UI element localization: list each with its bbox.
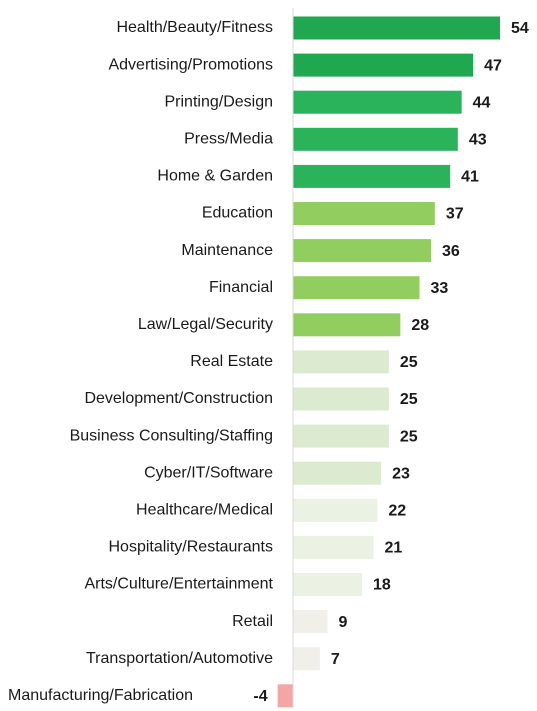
category-label: Arts/Culture/Entertainment — [84, 576, 273, 593]
value-label: 7 — [331, 651, 340, 668]
bar — [293, 276, 420, 300]
bar — [293, 573, 362, 596]
category-label: Manufacturing/Fabrication — [8, 687, 193, 704]
value-label: 9 — [339, 614, 348, 631]
value-label: 25 — [400, 391, 418, 408]
value-label: 21 — [385, 540, 403, 557]
category-label: Maintenance — [181, 242, 273, 259]
bar — [293, 498, 378, 522]
value-label: 44 — [473, 94, 491, 111]
bar — [293, 647, 320, 671]
value-label: 18 — [373, 577, 391, 594]
value-label: 25 — [400, 428, 418, 445]
category-label: Hospitality/Restaurants — [108, 539, 273, 556]
bar — [293, 127, 458, 151]
bar — [293, 239, 431, 263]
value-label: 25 — [400, 354, 418, 371]
bar — [293, 16, 500, 40]
bar — [293, 90, 462, 114]
category-label: Real Estate — [190, 353, 273, 370]
bar — [293, 461, 382, 485]
category-label: Healthcare/Medical — [136, 502, 273, 519]
value-label: 22 — [388, 503, 406, 520]
category-label: Press/Media — [184, 131, 273, 148]
bars-group — [277, 16, 500, 708]
bar — [293, 424, 389, 448]
bar — [293, 53, 474, 77]
value-label: 41 — [461, 169, 479, 186]
category-label: Home & Garden — [157, 168, 273, 185]
category-label: Health/Beauty/Fitness — [116, 19, 273, 36]
value-label: -4 — [253, 688, 267, 705]
category-label: Advertising/Promotions — [108, 56, 273, 73]
bar — [293, 164, 451, 188]
value-label: 28 — [411, 317, 429, 334]
category-labels-group: Health/Beauty/Fitness Advertising/Promoti… — [8, 19, 274, 704]
category-label: Development/Construction — [84, 390, 273, 407]
value-label: 43 — [469, 132, 487, 149]
bar — [277, 684, 293, 708]
bar — [293, 313, 401, 337]
bar — [293, 535, 374, 559]
category-label: Financial — [209, 279, 273, 296]
value-label: 54 — [511, 20, 529, 37]
category-label: Law/Legal/Security — [138, 316, 273, 333]
category-label: Business Consulting/Staffing — [70, 427, 273, 444]
category-label: Cyber/IT/Software — [144, 464, 273, 481]
bar — [293, 350, 389, 374]
value-label: 36 — [442, 243, 460, 260]
category-label: Education — [202, 205, 273, 222]
bar — [293, 202, 435, 225]
value-label: 33 — [431, 280, 449, 297]
category-label: Transportation/Automotive — [86, 650, 273, 667]
value-label: 47 — [484, 57, 502, 74]
category-label: Printing/Design — [165, 93, 274, 110]
bar — [293, 610, 328, 634]
value-labels-group: 54 47 44 43 41 37 36 33 28 25 25 25 23 22 21 18 9 7 -4 — [253, 20, 528, 705]
value-label: 37 — [446, 206, 464, 223]
bar — [293, 387, 389, 411]
value-label: 23 — [392, 465, 410, 482]
category-label: Retail — [232, 613, 273, 630]
